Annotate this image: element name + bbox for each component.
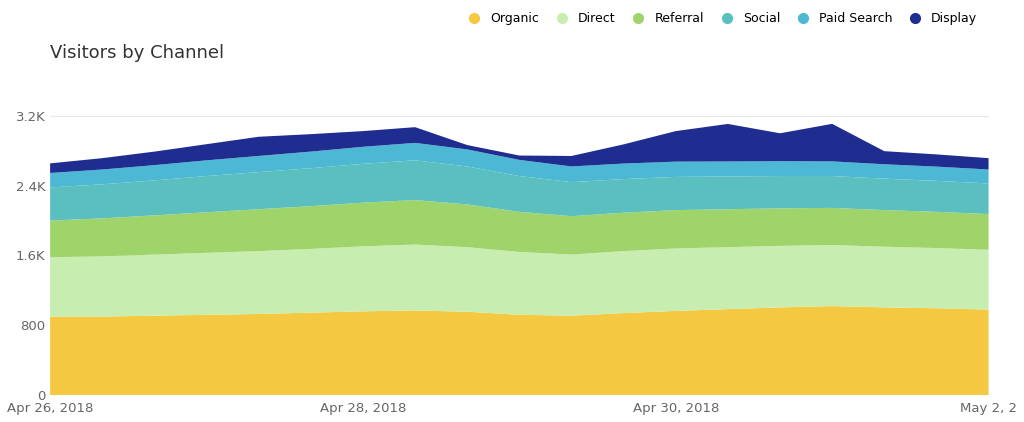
Legend: Organic, Direct, Referral, Social, Paid Search, Display: Organic, Direct, Referral, Social, Paid … [457,8,982,30]
Text: Visitors by Channel: Visitors by Channel [50,44,224,62]
